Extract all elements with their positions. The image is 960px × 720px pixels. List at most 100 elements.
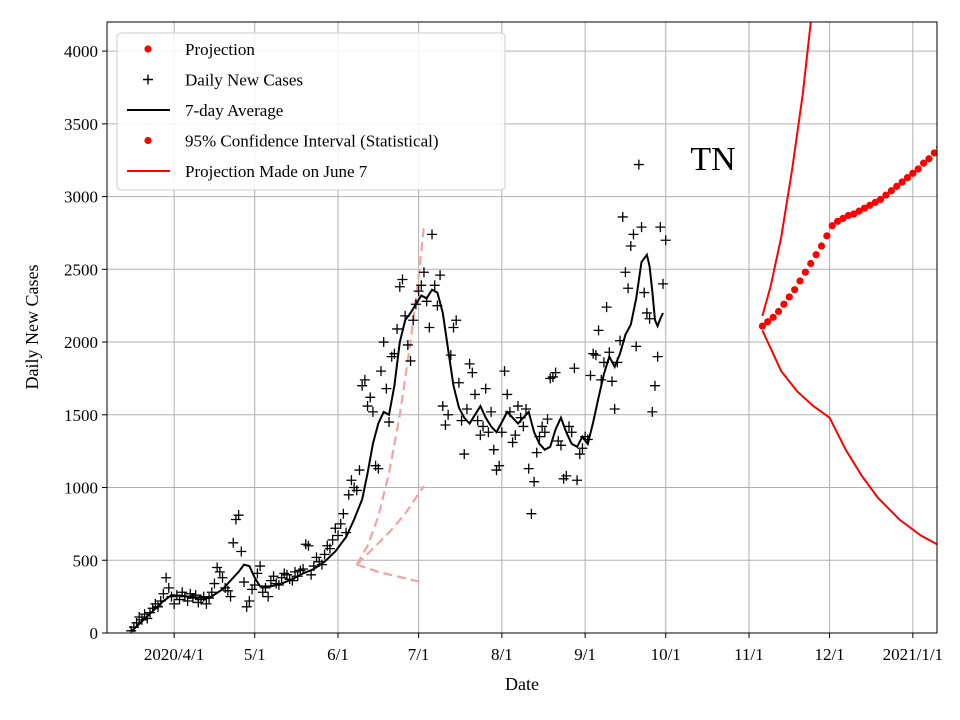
daily-case-marker: [561, 470, 572, 481]
daily-case-marker: [378, 337, 389, 348]
daily-case-marker: [335, 518, 346, 529]
x-tick-label: 8/1: [491, 645, 513, 664]
legend-label: 95% Confidence Interval (Statistical): [185, 132, 439, 151]
daily-case-marker: [408, 315, 419, 326]
x-axis-label: Date: [505, 674, 539, 694]
daily-case-marker: [190, 590, 201, 601]
projection-point: [796, 277, 804, 285]
daily-case-marker: [606, 376, 617, 387]
daily-case-marker: [658, 278, 669, 289]
daily-case-marker: [486, 406, 497, 417]
daily-case-marker: [569, 363, 580, 374]
axis-ticks: 2020/4/1 5/1 6/1 7/1 8/1 9/1 10/1 11/1 12/1 2021/…: [64, 42, 943, 664]
daily-case-marker: [182, 595, 193, 606]
daily-case-marker: [445, 350, 456, 361]
daily-case-marker: [453, 377, 464, 388]
daily-case-marker: [397, 274, 408, 285]
legend-label: Projection Made on June 7: [185, 162, 368, 181]
projection-point: [850, 210, 858, 218]
daily-case-marker: [268, 571, 279, 582]
daily-case-marker: [198, 591, 209, 602]
daily-case-marker: [531, 447, 542, 458]
daily-case-marker: [351, 485, 362, 496]
daily-case-marker: [209, 578, 220, 589]
projection-point: [871, 198, 879, 206]
daily-case-marker: [228, 537, 239, 548]
daily-case-marker: [512, 401, 523, 412]
legend-marker-plus: [143, 74, 153, 85]
y-tick-label: 2000: [64, 333, 98, 352]
daily-case-marker: [636, 222, 647, 233]
june7-projection-lower-line: [356, 563, 425, 584]
projection-point: [791, 286, 799, 294]
x-tick-label: 2021/1/1: [883, 645, 943, 664]
daily-case-marker: [585, 370, 596, 381]
projection-point: [893, 182, 901, 190]
projection-point: [823, 232, 831, 240]
daily-case-marker: [464, 358, 475, 369]
daily-case-marker: [440, 419, 451, 430]
daily-case-marker: [628, 229, 639, 240]
daily-case-marker: [499, 366, 510, 377]
daily-case-marker: [496, 427, 507, 438]
daily-case-marker: [443, 409, 454, 420]
daily-case-marker: [161, 572, 172, 583]
data-layer: [126, 22, 937, 633]
seven-day-average-line: [130, 252, 664, 633]
daily-case-marker: [502, 389, 513, 400]
daily-case-marker: [526, 508, 537, 519]
projection-point: [882, 191, 890, 199]
projection-point: [903, 174, 912, 182]
x-tick-label: 10/1: [651, 645, 681, 664]
daily-case-marker: [435, 270, 446, 281]
daily-case-marker: [649, 380, 660, 391]
daily-case-marker: [542, 414, 553, 425]
y-tick-label: 3000: [64, 188, 98, 207]
daily-case-marker: [660, 235, 671, 246]
daily-case-marker: [488, 444, 499, 455]
daily-case-marker: [590, 350, 601, 361]
projection-point: [807, 259, 815, 268]
state-annotation: TN: [690, 141, 735, 178]
projection-point: [839, 214, 847, 222]
daily-case-marker: [238, 577, 249, 588]
daily-case-marker: [424, 322, 435, 333]
daily-case-marker: [537, 421, 548, 432]
daily-case-marker: [459, 449, 470, 460]
daily-case-marker: [427, 229, 438, 240]
daily-case-marker: [631, 341, 642, 352]
daily-case-marker: [641, 307, 652, 318]
june7-projection-upper-line: [355, 225, 426, 566]
daily-case-marker: [478, 421, 489, 432]
daily-case-marker: [392, 323, 403, 334]
daily-case-marker: [644, 313, 655, 324]
projection-point: [812, 251, 820, 259]
daily-case-marker: [402, 339, 413, 350]
daily-case-marker: [429, 280, 440, 291]
daily-case-marker: [617, 211, 628, 222]
x-tick-label: 12/1: [814, 645, 844, 664]
daily-case-marker: [647, 406, 658, 417]
projection-point: [764, 318, 772, 326]
x-tick-label: 2020/4/1: [144, 645, 204, 664]
daily-case-marker: [456, 415, 467, 426]
daily-case-marker: [609, 403, 620, 414]
daily-case-marker: [375, 366, 386, 377]
daily-case-marker: [518, 421, 529, 432]
y-tick-label: 3500: [64, 115, 98, 134]
daily-case-marker: [158, 588, 169, 599]
daily-case-marker: [494, 460, 505, 471]
axes-frame: [106, 21, 938, 634]
daily-case-marker: [217, 572, 228, 583]
daily-case-marker: [214, 566, 225, 577]
daily-case-marker: [521, 403, 532, 414]
projection-point: [855, 207, 863, 215]
daily-case-marker: [655, 222, 666, 233]
daily-case-marker: [523, 463, 534, 474]
x-tick-label: 9/1: [574, 645, 596, 664]
daily-case-marker: [639, 287, 650, 298]
daily-case-marker: [255, 561, 266, 572]
daily-case-marker: [566, 427, 577, 438]
daily-case-marker: [539, 427, 550, 438]
daily-case-marker: [572, 475, 583, 486]
